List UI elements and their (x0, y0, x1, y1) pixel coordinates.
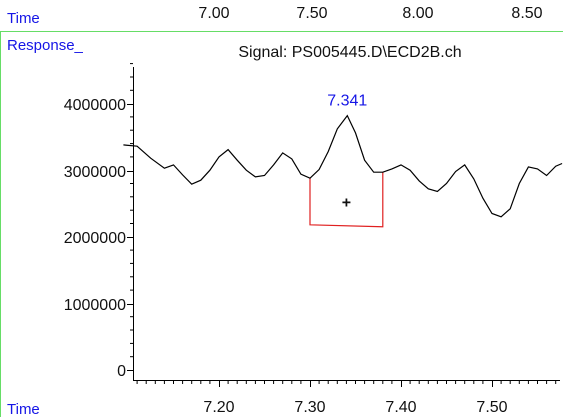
top-axis-tick: 8.50 (511, 5, 542, 22)
top-axis-tick: 7.50 (296, 5, 327, 22)
y-tick-label: 2000000 (64, 230, 126, 247)
peak-label: 7.341 (327, 93, 367, 110)
signal-trace (123, 114, 563, 218)
x-axis-title: Time (7, 401, 40, 417)
y-axis-ticks: 0 1000000 2000000 3000000 4000000 (64, 97, 133, 380)
y-axis-title: Response_ (7, 37, 84, 54)
top-axis-tick: 7.00 (198, 5, 229, 22)
y-tick-label: 1000000 (64, 297, 126, 314)
y-axis-minor-ticks (130, 63, 133, 358)
top-axis-tick: 8.00 (402, 5, 433, 22)
y-tick-label: 4000000 (64, 97, 126, 114)
y-tick-label: 3000000 (64, 164, 126, 181)
integration-baseline (309, 172, 384, 228)
y-tick-label: 0 (117, 363, 126, 380)
x-axis-ticks: 7.20 7.30 7.40 7.50 (203, 380, 508, 416)
top-axis-label: Time (7, 10, 40, 27)
x-tick-label: 7.50 (476, 399, 507, 416)
chart-title: Signal: PS005445.D\ECD2B.ch (238, 44, 461, 61)
x-tick-label: 7.40 (385, 399, 416, 416)
x-axis-minor-ticks (136, 380, 557, 384)
x-tick-label: 7.30 (294, 399, 325, 416)
x-tick-label: 7.20 (203, 399, 234, 416)
integration-marker: + (342, 195, 351, 212)
